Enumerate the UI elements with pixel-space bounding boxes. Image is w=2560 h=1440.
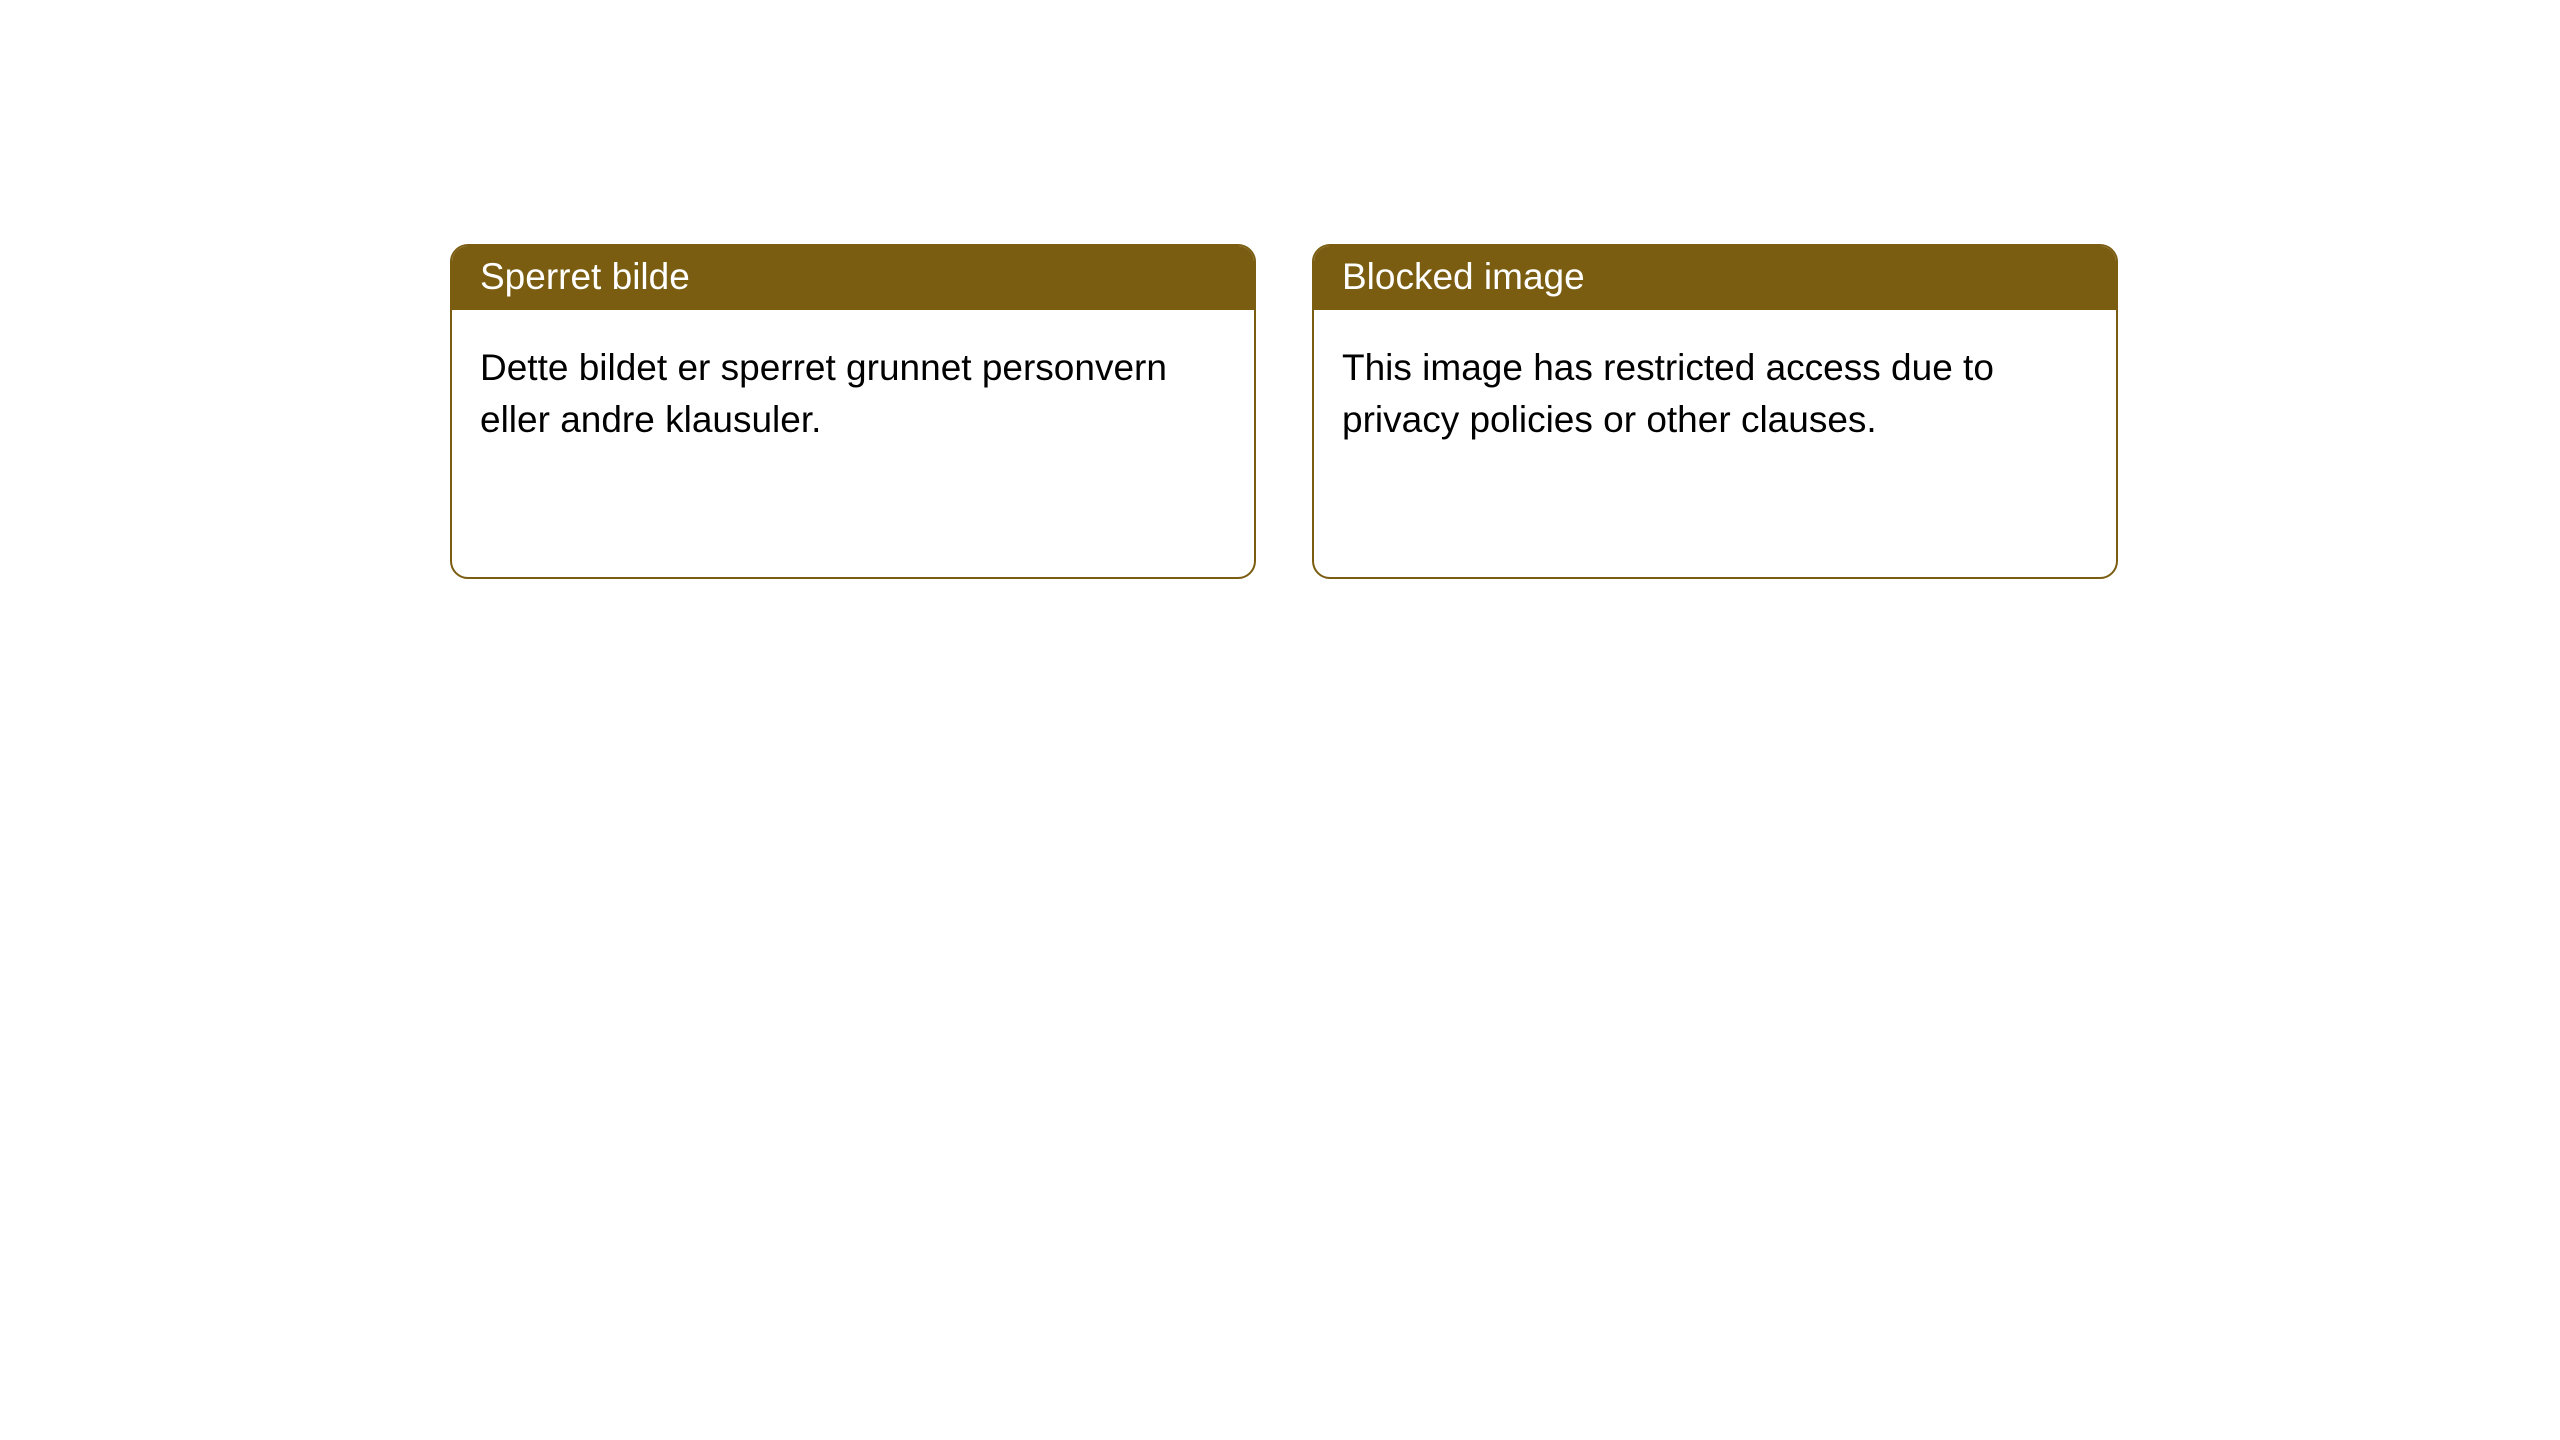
card-body: This image has restricted access due to … bbox=[1314, 310, 2116, 478]
notice-container: Sperret bilde Dette bildet er sperret gr… bbox=[0, 0, 2560, 579]
card-title: Blocked image bbox=[1314, 246, 2116, 310]
notice-card-norwegian: Sperret bilde Dette bildet er sperret gr… bbox=[450, 244, 1256, 579]
notice-card-english: Blocked image This image has restricted … bbox=[1312, 244, 2118, 579]
card-body: Dette bildet er sperret grunnet personve… bbox=[452, 310, 1254, 478]
card-title: Sperret bilde bbox=[452, 246, 1254, 310]
